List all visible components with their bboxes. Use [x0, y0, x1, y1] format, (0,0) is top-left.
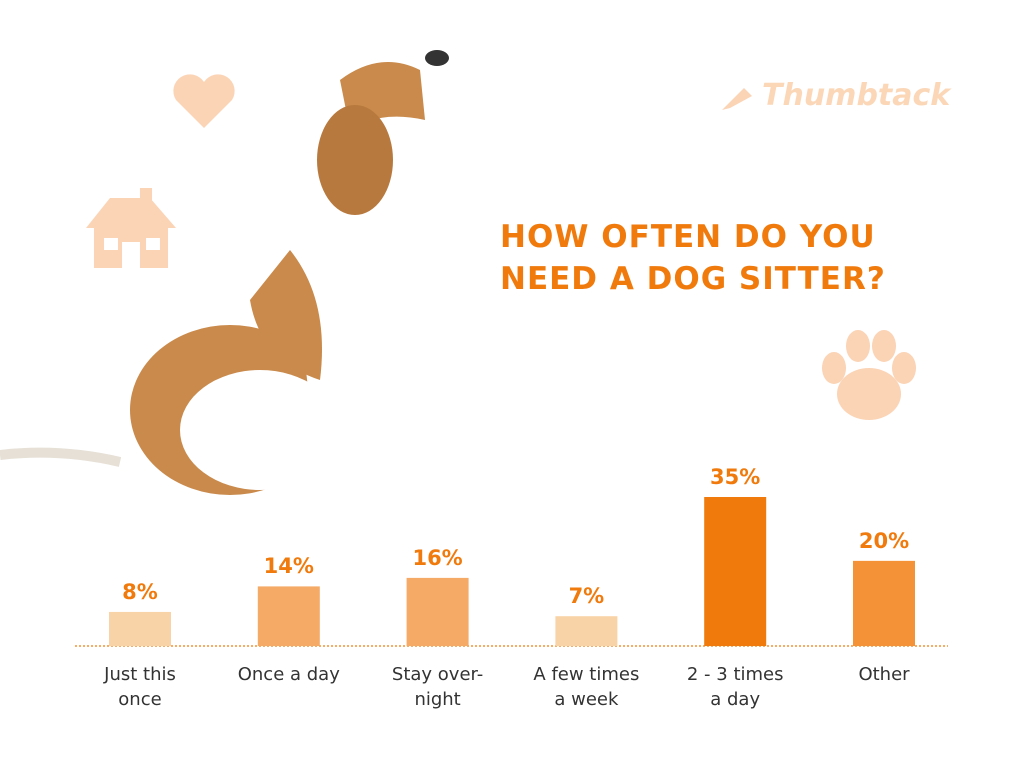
heart-icon: [173, 74, 235, 128]
value-label: 7%: [568, 584, 605, 609]
x-tick-label: Just this once: [104, 664, 176, 710]
x-tick-label: Once a day: [237, 664, 340, 685]
x-tick-label: 2 - 3 times a day: [686, 664, 784, 710]
value-label: 14%: [263, 554, 314, 579]
brand-logo: Thumbtack: [762, 78, 951, 113]
x-tick-label: Stay over- night: [391, 664, 484, 710]
value-label: 16%: [412, 545, 463, 570]
x-tick-label: A few times a week: [533, 664, 640, 710]
bar: [704, 497, 767, 646]
bar: [257, 586, 320, 646]
value-label: 20%: [858, 528, 910, 553]
value-label: 8%: [122, 579, 158, 604]
house-icon: [86, 188, 176, 268]
x-tick-label: Other: [858, 664, 910, 685]
bar: [109, 611, 171, 646]
chart-title: HOW OFTEN DO YOU NEED A DOG SITTER?: [500, 219, 886, 297]
bar: [853, 560, 915, 646]
pin-icon: [722, 88, 752, 110]
bar: [406, 577, 469, 646]
paw-icon: [822, 330, 916, 420]
dog-illustration: [0, 50, 449, 495]
bar: [555, 616, 618, 646]
value-label: 35%: [710, 465, 761, 489]
